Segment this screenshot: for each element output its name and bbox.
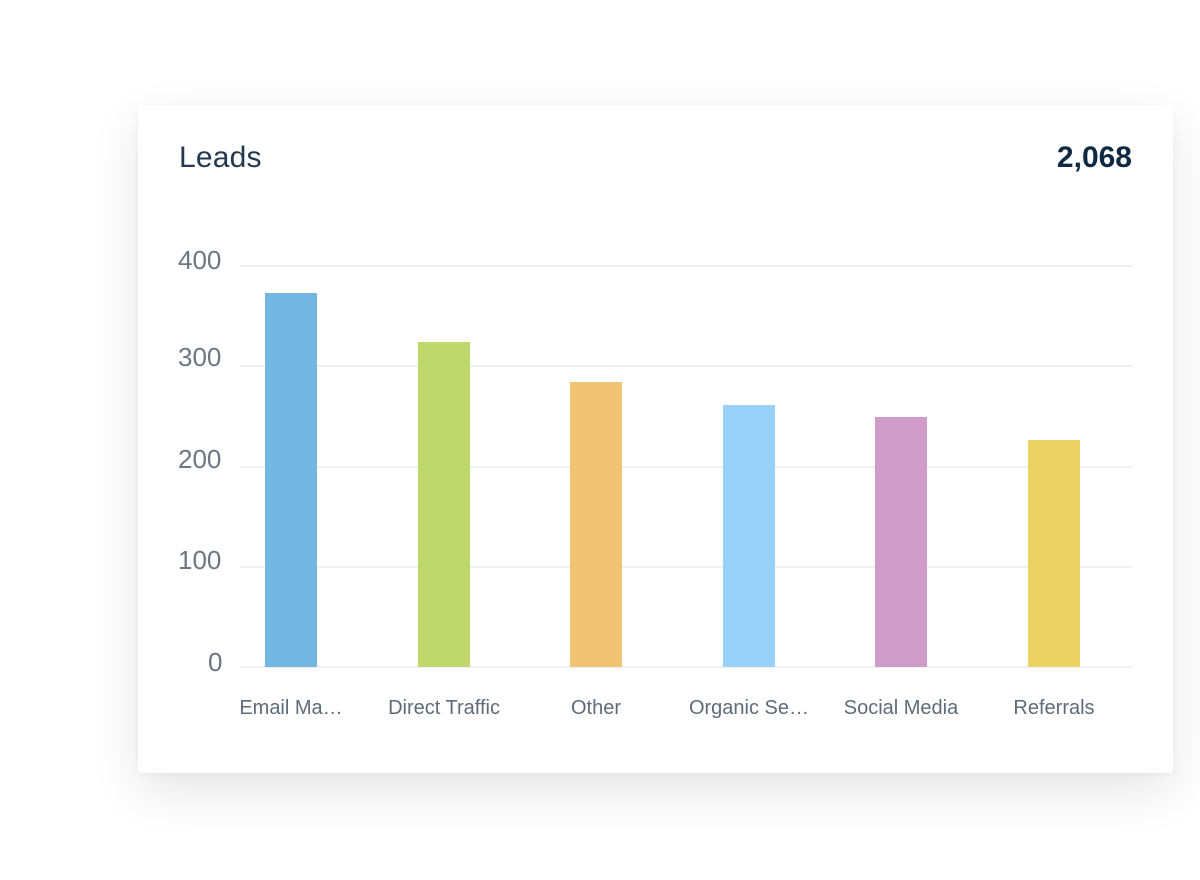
y-tick-0: 0 [208, 647, 223, 677]
x-label-social-media: Social Media [843, 697, 959, 719]
bar-referrals[interactable] [1028, 440, 1080, 667]
y-tick-200: 200 [178, 444, 222, 474]
gridline-200 [240, 466, 1132, 468]
bar-social-media[interactable] [875, 417, 927, 667]
x-label-other: Other [570, 697, 622, 719]
bar-organic-search[interactable] [723, 405, 775, 667]
y-tick-400: 400 [178, 245, 222, 275]
x-label-referrals: Referrals [1013, 697, 1095, 719]
bar-direct-traffic[interactable] [418, 342, 470, 667]
leads-total: 2,068 [1056, 141, 1132, 174]
y-tick-300: 300 [178, 342, 222, 372]
leads-card: Leads 2,068 400 300 200 100 0 Email Ma… … [138, 105, 1173, 773]
gridline-300 [240, 365, 1132, 367]
card-title: Leads [179, 141, 262, 174]
bar-email-marketing[interactable] [265, 293, 317, 667]
bar-other[interactable] [570, 382, 622, 667]
gridline-0 [240, 666, 1132, 668]
x-label-organic-search: Organic Se… [688, 697, 810, 719]
gridline-100 [240, 566, 1132, 568]
gridline-400 [240, 265, 1132, 267]
x-label-direct-traffic: Direct Traffic [388, 697, 500, 719]
x-label-email-marketing: Email Ma… [239, 697, 343, 719]
bar-chart: 400 300 200 100 0 Email Ma… Direct Traff… [138, 105, 1173, 773]
y-tick-100: 100 [178, 545, 222, 575]
